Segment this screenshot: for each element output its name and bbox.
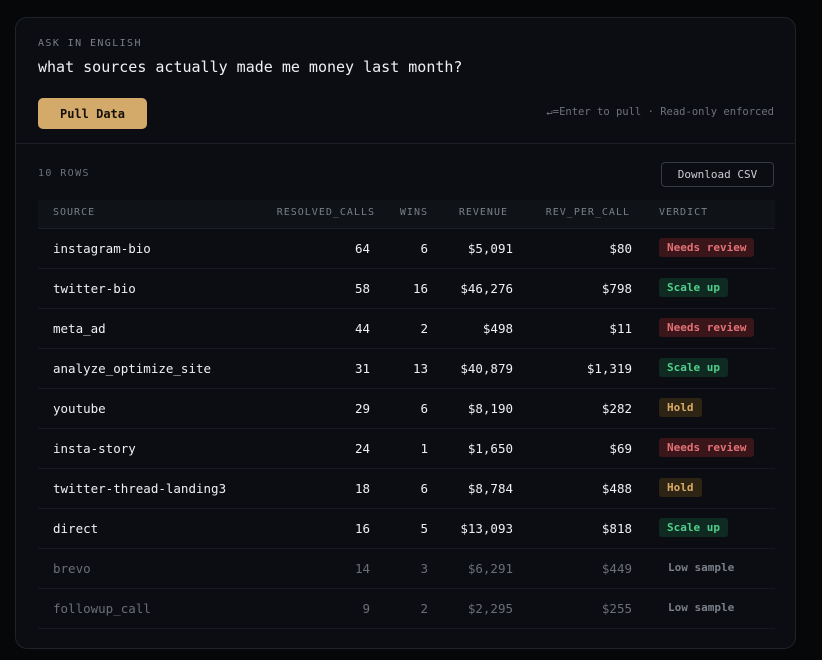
table-row: analyze_optimize_site 31 13 $40,879 $1,319 Sc… bbox=[38, 349, 775, 389]
table-row: direct 16 5 $13,093 $818 Scale up bbox=[38, 509, 775, 549]
cell-revenue: $1,650 bbox=[467, 441, 513, 456]
verdict-badge: Scale up bbox=[659, 358, 728, 377]
table-row: insta-story 24 1 $1,650 $69 Needs review bbox=[38, 429, 775, 469]
section-divider bbox=[16, 143, 795, 144]
cell-wins: 2 bbox=[420, 321, 428, 336]
cell-wins: 3 bbox=[420, 561, 428, 576]
cell-verdict: Scale up bbox=[659, 278, 728, 297]
keyboard-hint: ↵=Enter to pull · Read-only enforced bbox=[546, 106, 774, 118]
column-header-verdict: VERDICT bbox=[659, 207, 709, 218]
cell-source: analyze_optimize_site bbox=[53, 361, 212, 376]
verdict-badge: Hold bbox=[659, 478, 702, 497]
cell-wins: 6 bbox=[420, 401, 428, 416]
cell-rev-per-call: $1,319 bbox=[586, 361, 632, 376]
ask-label: ASK IN ENGLISH bbox=[38, 38, 142, 49]
cell-source: instagram-bio bbox=[53, 241, 151, 256]
cell-rev-per-call: $798 bbox=[601, 281, 632, 296]
cell-wins: 6 bbox=[420, 481, 428, 496]
cell-rev-per-call: $488 bbox=[601, 481, 632, 496]
verdict-badge: Scale up bbox=[659, 518, 728, 537]
cell-resolved-calls: 31 bbox=[354, 361, 370, 376]
cell-revenue: $40,879 bbox=[460, 361, 513, 376]
cell-resolved-calls: 24 bbox=[354, 441, 370, 456]
pull-data-button[interactable]: Pull Data bbox=[38, 98, 147, 129]
cell-rev-per-call: $449 bbox=[601, 561, 632, 576]
cell-source: insta-story bbox=[53, 441, 136, 456]
cell-source: meta_ad bbox=[53, 321, 106, 336]
table-row: youtube 29 6 $8,190 $282 Hold bbox=[38, 389, 775, 429]
query-input[interactable]: what sources actually made me money last… bbox=[38, 58, 463, 76]
cell-rev-per-call: $69 bbox=[609, 441, 632, 456]
table-row: twitter-bio 58 16 $46,276 $798 Scale up bbox=[38, 269, 775, 309]
cell-resolved-calls: 9 bbox=[362, 601, 370, 616]
table-body: instagram-bio 64 6 $5,091 $80 Needs review twi… bbox=[38, 229, 775, 629]
cell-rev-per-call: $80 bbox=[609, 241, 632, 256]
cell-revenue: $6,291 bbox=[467, 561, 513, 576]
cell-revenue: $2,295 bbox=[467, 601, 513, 616]
cell-rev-per-call: $255 bbox=[601, 601, 632, 616]
cell-source: direct bbox=[53, 521, 99, 536]
verdict-badge: Hold bbox=[659, 398, 702, 417]
table-row: meta_ad 44 2 $498 $11 Needs review bbox=[38, 309, 775, 349]
cell-rev-per-call: $818 bbox=[601, 521, 632, 536]
cell-source: brevo bbox=[53, 561, 91, 576]
cell-rev-per-call: $282 bbox=[601, 401, 632, 416]
column-header-resolved-calls: RESOLVED_CALLS bbox=[276, 207, 375, 218]
cell-source: twitter-bio bbox=[53, 281, 136, 296]
cell-resolved-calls: 16 bbox=[354, 521, 370, 536]
cell-resolved-calls: 18 bbox=[354, 481, 370, 496]
cell-wins: 13 bbox=[412, 361, 428, 376]
column-header-rev-per-call: REV_PER_CALL bbox=[545, 207, 630, 218]
cell-source: followup_call bbox=[53, 601, 151, 616]
table-header: SOURCE RESOLVED_CALLS WINS REVENUE REV_P… bbox=[38, 200, 775, 229]
cell-verdict: Needs review bbox=[659, 438, 755, 457]
table-row: brevo 14 3 $6,291 $449 Low sample bbox=[38, 549, 775, 589]
cell-verdict: Scale up bbox=[659, 358, 728, 377]
cell-verdict: Needs review bbox=[659, 318, 755, 337]
cell-revenue: $8,190 bbox=[467, 401, 513, 416]
cell-verdict: Hold bbox=[659, 398, 702, 417]
row-count: 10 ROWS bbox=[38, 168, 90, 179]
cell-revenue: $46,276 bbox=[460, 281, 513, 296]
cell-wins: 6 bbox=[420, 241, 428, 256]
verdict-badge: Low sample bbox=[668, 561, 735, 574]
column-header-wins: WINS bbox=[399, 207, 428, 218]
cell-resolved-calls: 64 bbox=[354, 241, 370, 256]
cell-revenue: $498 bbox=[482, 321, 513, 336]
cell-wins: 2 bbox=[420, 601, 428, 616]
verdict-badge: Needs review bbox=[659, 318, 755, 337]
table-row: twitter-thread-landing3 18 6 $8,784 $488 Hold bbox=[38, 469, 775, 509]
cell-resolved-calls: 44 bbox=[354, 321, 370, 336]
table-row: instagram-bio 64 6 $5,091 $80 Needs review bbox=[38, 229, 775, 269]
table-row: followup_call 9 2 $2,295 $255 Low sample bbox=[38, 589, 775, 629]
verdict-badge: Low sample bbox=[668, 601, 735, 614]
cell-verdict: Scale up bbox=[659, 518, 728, 537]
cell-revenue: $5,091 bbox=[467, 241, 513, 256]
cell-wins: 1 bbox=[420, 441, 428, 456]
cell-source: youtube bbox=[53, 401, 106, 416]
cell-revenue: $13,093 bbox=[460, 521, 513, 536]
cell-source: twitter-thread-landing3 bbox=[53, 481, 227, 496]
cell-revenue: $8,784 bbox=[467, 481, 513, 496]
cell-rev-per-call: $11 bbox=[609, 321, 632, 336]
cell-resolved-calls: 58 bbox=[354, 281, 370, 296]
cell-verdict: Low sample bbox=[659, 598, 742, 617]
query-card: ASK IN ENGLISH what sources actually mad… bbox=[15, 17, 796, 649]
cell-verdict: Needs review bbox=[659, 238, 755, 257]
download-csv-button[interactable]: Download CSV bbox=[661, 162, 774, 187]
cell-verdict: Low sample bbox=[659, 558, 742, 577]
column-header-revenue: REVENUE bbox=[458, 207, 508, 218]
verdict-badge: Needs review bbox=[659, 238, 755, 257]
verdict-badge: Needs review bbox=[659, 438, 755, 457]
verdict-badge: Scale up bbox=[659, 278, 728, 297]
cell-wins: 5 bbox=[420, 521, 428, 536]
cell-resolved-calls: 29 bbox=[354, 401, 370, 416]
cell-verdict: Hold bbox=[659, 478, 702, 497]
column-header-source: SOURCE bbox=[53, 207, 96, 218]
results-table: SOURCE RESOLVED_CALLS WINS REVENUE REV_P… bbox=[38, 200, 775, 629]
cell-resolved-calls: 14 bbox=[354, 561, 370, 576]
cell-wins: 16 bbox=[412, 281, 428, 296]
